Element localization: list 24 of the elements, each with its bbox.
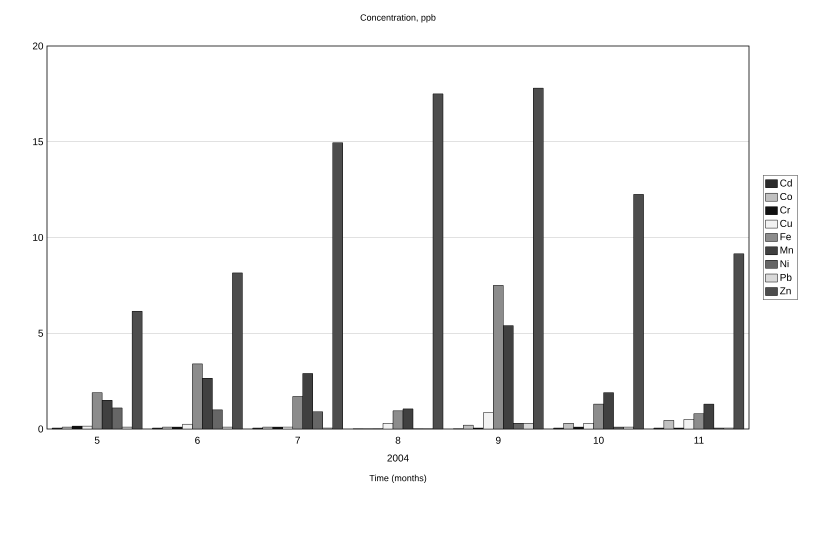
x-tick-label: 9 <box>496 436 501 444</box>
y-tick-label: 15 <box>33 138 44 146</box>
x-tick-label: 10 <box>594 436 604 444</box>
x-tick-label: 6 <box>195 436 200 444</box>
legend-label: Ni <box>780 260 788 268</box>
legend-label: Co <box>780 192 792 200</box>
x-tick-label: 11 <box>694 436 704 444</box>
y-tick-label: 0 <box>38 425 44 433</box>
x-tick-label: 5 <box>94 436 100 444</box>
legend-label: Cd <box>780 179 792 187</box>
y-tick-label: 10 <box>33 234 44 242</box>
x-tick-label: 7 <box>295 436 300 444</box>
legend-label: Mn <box>780 246 793 254</box>
legend-label: Zn <box>780 287 791 294</box>
text: 2004 <box>387 454 409 462</box>
x-tick-label: 8 <box>396 436 400 444</box>
legend-label: Pb <box>780 274 792 281</box>
legend-label: Cr <box>780 206 790 214</box>
legend-label: Fe <box>780 233 791 240</box>
legend-label: Cu <box>780 220 792 227</box>
y-tick-label: 20 <box>32 42 44 50</box>
y-tick-label: 5 <box>38 330 44 337</box>
chart-title: Concentration, ppb <box>360 14 436 22</box>
x-axis-title: Time (months) <box>369 474 426 484</box>
